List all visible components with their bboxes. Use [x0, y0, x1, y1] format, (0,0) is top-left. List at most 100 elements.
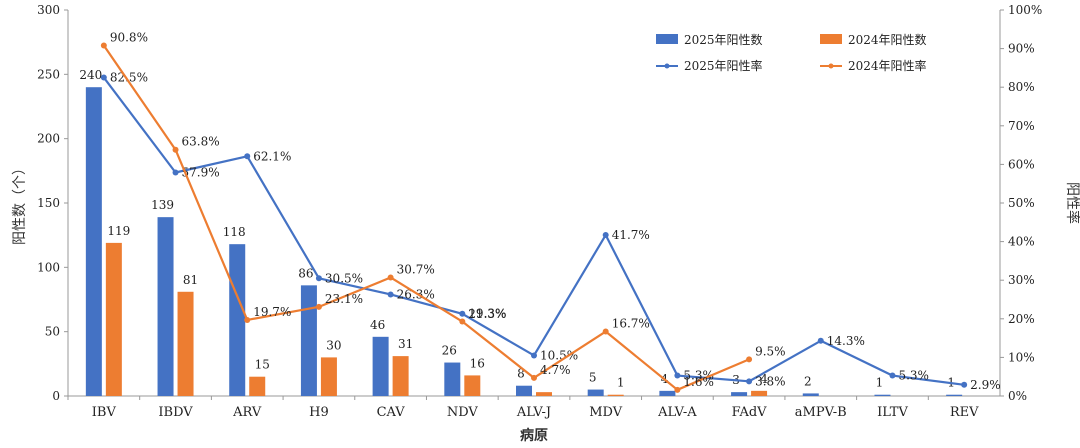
point-2024 [531, 374, 537, 381]
point-2024 [674, 386, 681, 393]
bar-label-2025: 5 [589, 371, 597, 385]
y2-tick-label: 40% [1008, 235, 1035, 249]
point-label-2024: 63.8% [182, 135, 220, 149]
bar-label-2025: 8 [517, 367, 525, 381]
bar-label-2024: 16 [470, 356, 485, 370]
x-category-label: IBV [92, 405, 117, 420]
bar-2025 [444, 362, 461, 396]
bar-label-2025: 118 [223, 225, 246, 239]
y2-tick-label: 60% [1008, 157, 1035, 171]
point-label-2025: 57.9% [182, 166, 220, 180]
y2-tick-label: 30% [1008, 273, 1035, 287]
y2-tick-label: 70% [1008, 119, 1035, 133]
x-category-label: FAdV [732, 405, 768, 420]
y-axis-title: 阳性数（个） [12, 161, 28, 245]
bar-2024 [392, 356, 409, 396]
point-2025 [100, 74, 107, 81]
x-category-label: H9 [309, 405, 329, 420]
point-2025 [172, 169, 179, 176]
x-category-label: REV [950, 405, 979, 420]
point-label-2024: 90.8% [110, 31, 148, 45]
y2-tick-label: 50% [1008, 196, 1035, 210]
bar-2025 [802, 393, 819, 396]
bar-label-2024: 4 [760, 372, 768, 386]
point-label-2025: 41.7% [612, 228, 650, 242]
y2-axis-title: 阳性率 [1064, 182, 1080, 224]
point-2025 [674, 372, 681, 379]
y-tick-label: 250 [37, 67, 60, 81]
point-label-2025: 21.3% [468, 307, 506, 321]
point-label-2024: 23.1% [325, 292, 363, 306]
y2-tick-label: 10% [1008, 350, 1035, 364]
point-label-2025: 30.5% [325, 271, 363, 285]
bar-label-2024: 81 [183, 273, 198, 287]
point-2024 [244, 316, 251, 323]
bar-label-2025: 26 [442, 344, 457, 358]
point-label-2025: 62.1% [253, 149, 291, 163]
point-label-2025: 14.3% [827, 334, 865, 348]
point-2025 [961, 381, 968, 388]
bar-2024 [536, 392, 552, 396]
point-label-2024: 9.5% [755, 344, 786, 358]
legend-swatch [820, 34, 842, 44]
bar-2025 [731, 392, 748, 396]
bar-2024 [464, 375, 481, 396]
point-2024 [100, 42, 107, 49]
legend-label: 2024年阳性数 [848, 32, 927, 47]
y2-tick-label: 80% [1008, 80, 1035, 94]
point-2025 [244, 153, 251, 160]
bar-2025 [587, 389, 604, 396]
point-label-2025: 82.5% [110, 71, 148, 85]
bar-2025 [229, 244, 246, 396]
legend-label: 2025年阳性数 [684, 32, 763, 47]
y2-tick-label: 20% [1008, 312, 1035, 326]
point-label-2025: 26.3% [397, 287, 435, 301]
bar-label-2025: 86 [298, 266, 313, 280]
bar-label-2025: 240 [79, 68, 102, 82]
y-tick-label: 200 [37, 132, 60, 146]
bar-2024 [320, 357, 337, 396]
point-2024 [172, 146, 179, 153]
x-category-label: MDV [589, 405, 623, 420]
bar-2025 [300, 285, 317, 396]
point-label-2025: 10.5% [540, 348, 578, 362]
point-label-2025: 3.8% [755, 374, 786, 388]
point-2025 [531, 352, 537, 359]
bar-label-2024: 15 [255, 358, 270, 372]
point-2025 [746, 378, 753, 385]
y2-tick-label: 100% [1008, 3, 1042, 17]
bar-2025 [157, 217, 174, 396]
x-category-label: ALV-J [516, 405, 551, 420]
point-label-2024: 19.3% [468, 307, 506, 321]
point-2025 [315, 275, 322, 282]
x-category-label: aMPV-B [795, 405, 847, 420]
point-2024 [459, 318, 466, 325]
point-label-2025: 2.9% [970, 378, 1001, 392]
point-label-2025: 5.3% [898, 369, 929, 383]
bar-2024 [751, 390, 768, 396]
bar-2025 [946, 394, 963, 396]
point-label-2024: 1.6% [683, 375, 714, 389]
legend-swatch [656, 34, 678, 44]
bar-2025 [659, 390, 676, 396]
y2-tick-label: 0% [1008, 389, 1027, 403]
legend-marker [664, 63, 670, 69]
x-category-label: CAV [377, 405, 406, 420]
bar-label-2025: 1 [876, 376, 884, 390]
bar-label-2025: 46 [370, 318, 385, 332]
point-label-2025: 5.3% [683, 369, 714, 383]
point-label-2024: 30.7% [397, 262, 435, 276]
y-tick-label: 150 [37, 196, 60, 210]
point-2025 [387, 291, 394, 298]
bar-label-2025: 139 [151, 198, 174, 212]
legend-marker [828, 63, 834, 69]
point-2025 [889, 372, 896, 379]
point-2025 [817, 337, 824, 344]
point-2025 [459, 310, 466, 317]
x-axis-title: 病原 [520, 427, 548, 444]
x-category-label: ALV-A [657, 405, 697, 420]
bar-label-2024: 119 [107, 224, 130, 238]
bar-label-2024: 31 [398, 337, 413, 351]
bar-2024 [249, 376, 266, 396]
bar-2024 [607, 394, 624, 396]
